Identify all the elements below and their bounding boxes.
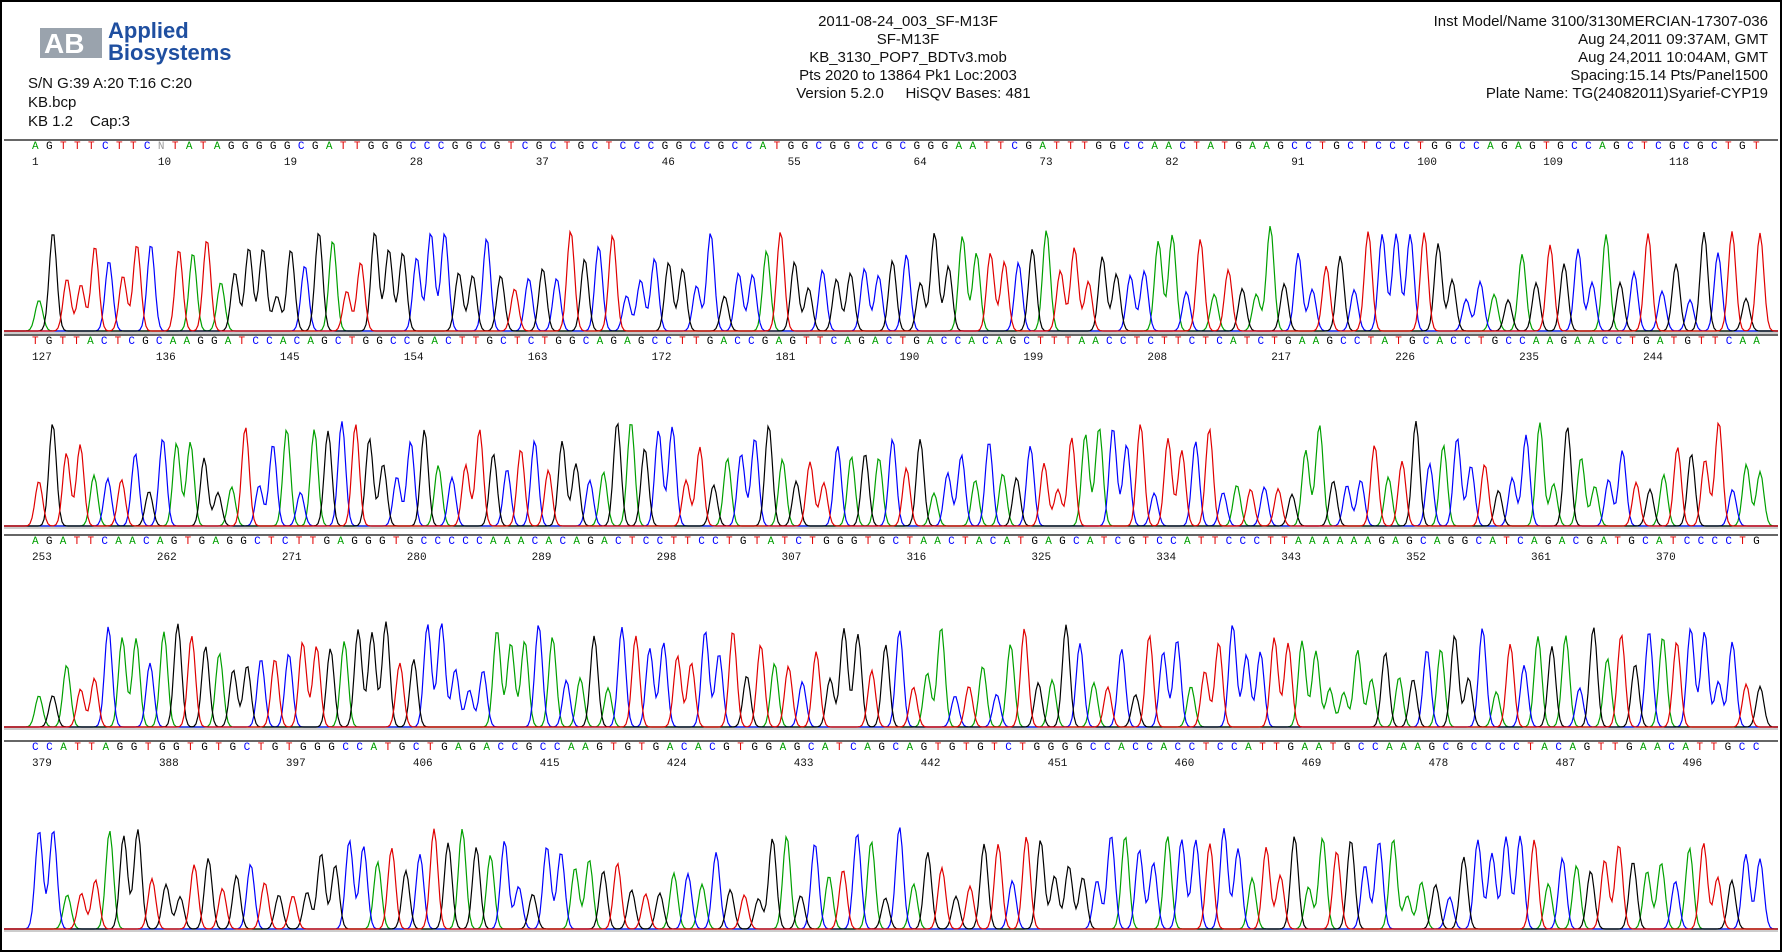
base-position: 298 bbox=[657, 552, 677, 564]
header-left: S/N G:39 A:20 T:16 C:20 bbox=[28, 75, 192, 92]
base-position: 280 bbox=[407, 552, 427, 564]
report: AB Applied Biosystems S/N G:39 A:20 T:16… bbox=[0, 0, 1782, 952]
header-center: HiSQV Bases: 481 bbox=[905, 85, 1030, 102]
base-position: 442 bbox=[921, 758, 941, 770]
base-position: 487 bbox=[1555, 758, 1575, 770]
base-position: 379 bbox=[32, 758, 52, 770]
base-position: 460 bbox=[1175, 758, 1195, 770]
header-center: 2011-08-24_003_SF-M13F bbox=[818, 13, 998, 30]
header-right: Spacing:15.14 Pts/Panel1500 bbox=[1570, 67, 1768, 84]
header-left: KB 1.2 bbox=[28, 113, 73, 130]
base-position: 271 bbox=[282, 552, 302, 564]
base-position: 199 bbox=[1023, 352, 1043, 364]
base-position: 136 bbox=[156, 352, 176, 364]
base-position: 361 bbox=[1531, 552, 1551, 564]
base-position: 325 bbox=[1031, 552, 1051, 564]
base-position: 253 bbox=[32, 552, 52, 564]
base-position: 163 bbox=[528, 352, 548, 364]
header-center: Pts 2020 to 13864 Pk1 Loc:2003 bbox=[799, 67, 1017, 84]
base-position: 496 bbox=[1682, 758, 1702, 770]
base-position: 19 bbox=[284, 157, 297, 169]
base-position: 190 bbox=[900, 352, 920, 364]
header-right: Aug 24,2011 09:37AM, GMT bbox=[1578, 31, 1768, 48]
header-right: Inst Model/Name 3100/3130MERCIAN-17307-0… bbox=[1434, 13, 1768, 30]
base-position: 226 bbox=[1395, 352, 1415, 364]
base-position: 181 bbox=[776, 352, 796, 364]
base-position: 424 bbox=[667, 758, 687, 770]
base-position: 289 bbox=[532, 552, 552, 564]
base-position: 118 bbox=[1669, 157, 1689, 169]
base-position: 262 bbox=[157, 552, 177, 564]
header-right: Aug 24,2011 10:04AM, GMT bbox=[1578, 49, 1768, 66]
svg-text:AB: AB bbox=[44, 28, 84, 59]
base-position: 91 bbox=[1291, 157, 1305, 169]
logo-mark: AB bbox=[40, 28, 102, 59]
base-position: 109 bbox=[1543, 157, 1563, 169]
header-left: KB.bcp bbox=[28, 94, 76, 111]
base-position: 451 bbox=[1048, 758, 1068, 770]
base-position: 397 bbox=[286, 758, 306, 770]
base-position: 415 bbox=[540, 758, 560, 770]
base-position: 235 bbox=[1519, 352, 1539, 364]
base-position: 307 bbox=[782, 552, 802, 564]
base-position: 100 bbox=[1417, 157, 1437, 169]
base-position: 478 bbox=[1428, 758, 1448, 770]
header-left: Cap:3 bbox=[90, 113, 130, 130]
base-position: 28 bbox=[410, 157, 423, 169]
base-position: 352 bbox=[1406, 552, 1426, 564]
base-position: 1 bbox=[32, 157, 39, 169]
base-position: 37 bbox=[536, 157, 549, 169]
header-center: KB_3130_POP7_BDTv3.mob bbox=[809, 49, 1007, 66]
base-position: 217 bbox=[1271, 352, 1291, 364]
base-position: 388 bbox=[159, 758, 179, 770]
base-position: 64 bbox=[913, 157, 927, 169]
base-position: 334 bbox=[1156, 552, 1176, 564]
base-position: 55 bbox=[788, 157, 801, 169]
base-position: 82 bbox=[1165, 157, 1178, 169]
base-position: 10 bbox=[158, 157, 171, 169]
base-position: 46 bbox=[662, 157, 675, 169]
base-position: 343 bbox=[1281, 552, 1301, 564]
base-position: 316 bbox=[906, 552, 926, 564]
base-position: 406 bbox=[413, 758, 433, 770]
base-position: 370 bbox=[1656, 552, 1676, 564]
base-position: 208 bbox=[1147, 352, 1167, 364]
base-position: 73 bbox=[1039, 157, 1052, 169]
base-position: 172 bbox=[652, 352, 672, 364]
logo-text: Biosystems bbox=[108, 40, 232, 65]
page: AB Applied Biosystems S/N G:39 A:20 T:16… bbox=[0, 0, 1782, 952]
header-right: Plate Name: TG(24082011)Syarief-CYP19 bbox=[1486, 85, 1768, 102]
base-position: 469 bbox=[1302, 758, 1322, 770]
base-position: 154 bbox=[404, 352, 424, 364]
header-center: SF-M13F bbox=[877, 31, 940, 48]
base-position: 145 bbox=[280, 352, 300, 364]
base-position: 127 bbox=[32, 352, 52, 364]
base-position: 433 bbox=[794, 758, 814, 770]
header-center: Version 5.2.0 bbox=[796, 85, 884, 102]
base-position: 244 bbox=[1643, 352, 1663, 364]
